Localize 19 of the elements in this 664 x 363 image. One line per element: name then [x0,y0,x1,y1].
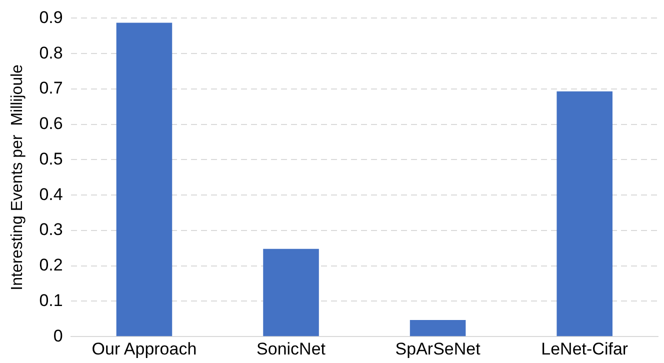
bar [410,320,466,336]
x-tick-label: LeNet-Cifar [541,339,628,358]
y-tick-label: 0.9 [39,8,63,27]
y-tick-label: 0.8 [39,43,63,62]
x-tick-label: Our Approach [92,339,197,358]
y-tick-label: 0.1 [39,290,63,310]
y-tick-label: 0.6 [39,114,63,134]
y-tick-label: 0.4 [39,184,63,204]
x-tick-label: SonicNet [256,339,326,358]
y-tick-label: 0 [53,326,63,346]
bar [556,91,612,336]
y-axis-title: Interesting Events per Millijoule [9,64,26,290]
y-tick-label: 0.2 [39,256,63,275]
y-tick-label: 0.3 [39,220,63,240]
y-tick-label: 0.7 [39,78,63,98]
bar [263,248,319,336]
bar [116,22,172,336]
y-tick-label: 0.5 [39,149,63,168]
x-tick-label: SpArSeNet [395,339,481,358]
